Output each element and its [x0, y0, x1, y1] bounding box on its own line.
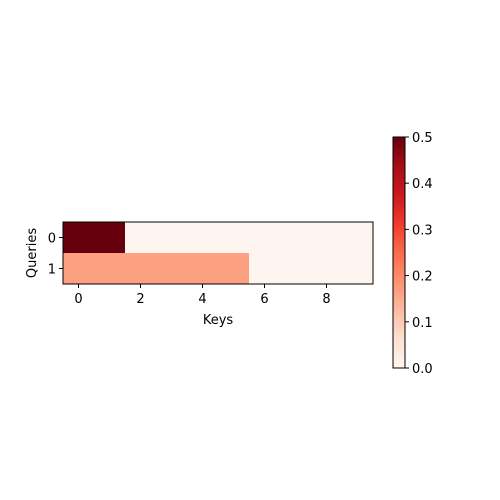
- heatmap-cell-r0-c0: [63, 222, 95, 254]
- heatmap-frame: [62, 221, 374, 285]
- colorbar-tick-label: 0.5: [412, 131, 433, 146]
- heatmap-cell-r1-c9: [342, 253, 374, 285]
- heatmap-cell-r1-c6: [249, 253, 281, 285]
- y-tick-label: 1: [48, 263, 56, 278]
- heatmap-cell-r1-c4: [187, 253, 219, 285]
- heatmap-cells: [63, 222, 374, 285]
- x-tick-label: 2: [136, 292, 144, 307]
- heatmap-cell-r0-c4: [187, 222, 219, 254]
- x-tick-label: 8: [322, 292, 330, 307]
- x-axis-label: Keys: [203, 313, 234, 328]
- x-tick-label: 0: [74, 292, 82, 307]
- heatmap-cell-r0-c9: [342, 222, 374, 254]
- heatmap-cell-r0-c3: [156, 222, 188, 254]
- heatmap-cell-r0-c6: [249, 222, 281, 254]
- heatmap-cell-r0-c7: [280, 222, 312, 254]
- colorbar: [392, 136, 406, 369]
- colorbar-tick-label: 0.4: [412, 177, 433, 192]
- y-axis-label: Queries: [25, 228, 40, 278]
- heatmap-cell-r0-c8: [311, 222, 343, 254]
- heatmap-cell-r0-c2: [125, 222, 157, 254]
- heatmap-cell-r1-c7: [280, 253, 312, 285]
- heatmap-cell-r0-c1: [94, 222, 126, 254]
- heatmap-cell-r1-c1: [94, 253, 126, 285]
- colorbar-tick-label: 0.0: [412, 362, 433, 377]
- heatmap-cell-r1-c5: [218, 253, 250, 285]
- x-tick-label: 4: [198, 292, 206, 307]
- x-axis-ticks: 0 2 4 6 8: [74, 284, 331, 307]
- y-axis-ticks: 01: [48, 232, 63, 278]
- heatmap-cell-r1-c3: [156, 253, 188, 285]
- y-tick-label: 0: [48, 232, 56, 247]
- heatmap-cell-r1-c8: [311, 253, 343, 285]
- colorbar-tick-label: 0.2: [412, 270, 433, 285]
- colorbar-tick-label: 0.1: [412, 316, 433, 331]
- colorbar-ticks: 0.0 0.1 0.2 0.3 0.4 0.5: [405, 131, 433, 377]
- colorbar-tick-label: 0.3: [412, 223, 433, 238]
- heatmap-cell-r1-c2: [125, 253, 157, 285]
- heatmap-cell-r1-c0: [63, 253, 95, 285]
- x-tick-label: 6: [260, 292, 268, 307]
- heatmap-cell-r0-c5: [218, 222, 250, 254]
